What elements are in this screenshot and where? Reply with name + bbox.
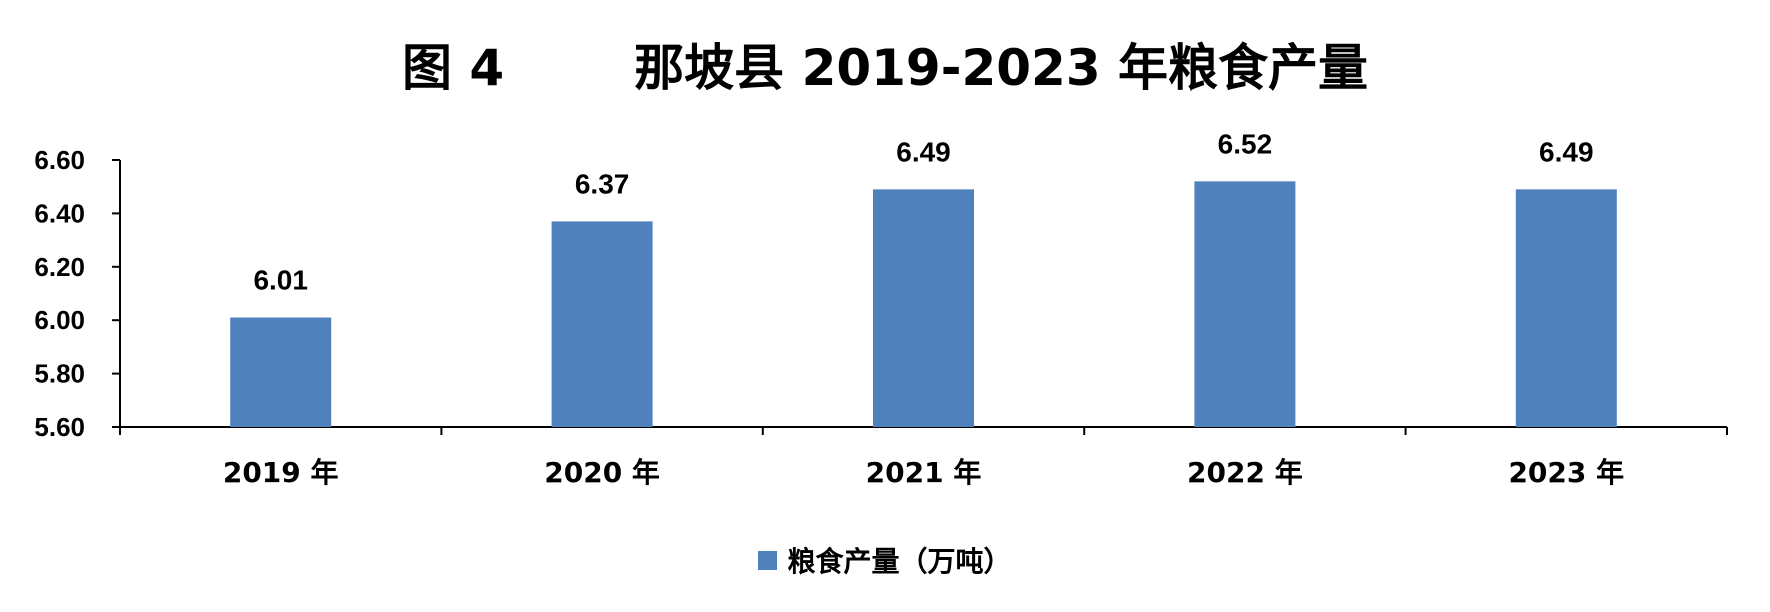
y-tick-label: 5.80 xyxy=(34,359,85,389)
y-tick-label: 6.60 xyxy=(34,145,85,175)
legend-swatch xyxy=(758,550,778,570)
bar-2023年 xyxy=(1515,189,1617,427)
chart-title: 图 4 那坡县 2019-2023 年粮食产量 xyxy=(0,28,1770,100)
bar-2019年 xyxy=(230,317,332,427)
data-label: 6.49 xyxy=(1539,136,1594,167)
data-label: 6.49 xyxy=(896,136,951,167)
bar-chart-plot: 5.60 5.80 6.00 6.20 6.40 6.60 6.01 2019 年 6.37 20… xyxy=(34,128,1728,489)
data-label: 6.37 xyxy=(575,168,630,199)
x-category-label: 2022 年 xyxy=(1187,456,1303,489)
y-tick-label: 6.40 xyxy=(34,198,85,228)
y-tick-label: 6.00 xyxy=(34,305,85,335)
figure-number: 图 4 xyxy=(401,39,505,97)
data-label: 6.01 xyxy=(253,265,308,296)
legend-label: 粮食产量（万吨） xyxy=(787,545,1012,578)
y-tick-label: 6.20 xyxy=(34,252,85,282)
x-category-label: 2023 年 xyxy=(1508,456,1624,489)
bar-2021年 xyxy=(873,189,974,427)
legend: 粮食产量（万吨） xyxy=(0,540,1770,580)
x-category-label: 2019 年 xyxy=(223,456,339,489)
data-label: 6.52 xyxy=(1218,128,1273,159)
bar-2020年 xyxy=(551,221,653,427)
x-category-label: 2021 年 xyxy=(866,456,982,489)
x-category-label: 2020 年 xyxy=(544,456,660,489)
chart-title-text: 那坡县 2019-2023 年粮食产量 xyxy=(634,39,1369,97)
y-tick-label: 5.60 xyxy=(34,412,85,442)
bar-2022年 xyxy=(1194,181,1296,427)
